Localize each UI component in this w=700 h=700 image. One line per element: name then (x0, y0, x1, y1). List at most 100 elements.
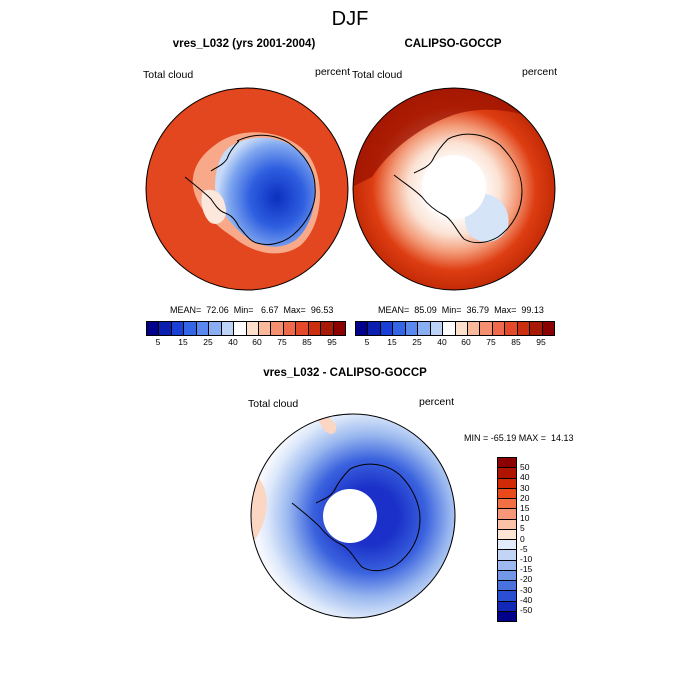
cbar1-tick: 25 (203, 337, 213, 347)
cbar2-swatch (380, 322, 394, 335)
panel1-map (145, 87, 349, 291)
panel1-left-label: Total cloud (143, 69, 194, 81)
colorbar-top-left-labels: 5 15 25 40 60 75 85 95 (146, 337, 344, 349)
cbar1-swatch (308, 322, 322, 335)
panel2-left-label: Total cloud (352, 69, 403, 81)
cbar1-swatch (333, 322, 345, 335)
cbar3-tick: 30 (520, 483, 530, 493)
cbar2-swatch (455, 322, 468, 335)
cbar1-swatch (196, 322, 210, 335)
cbar2-swatch (530, 322, 543, 335)
cbar1-swatch (283, 322, 297, 335)
cbar3-tick: -50 (520, 605, 533, 615)
cbar1-swatch (147, 322, 160, 335)
cbar2-swatch (405, 322, 419, 335)
cbar3-swatch (498, 560, 516, 571)
panel2-title: CALIPSO-GOCCP (404, 38, 502, 50)
cbar1-swatch (184, 322, 197, 335)
cbar3-swatch (498, 468, 516, 479)
cbar3-tick: -15 (520, 564, 533, 574)
cbar3-tick: -40 (520, 595, 533, 605)
cbar3-swatch (498, 570, 516, 581)
cbar3-swatch (498, 591, 516, 602)
cbar3-swatch (498, 581, 516, 592)
cbar3-tick: -5 (520, 544, 528, 554)
cbar1-swatch (209, 322, 222, 335)
panel2-map (352, 87, 556, 291)
cbar3-tick: -20 (520, 574, 533, 584)
cbar3-swatch (498, 519, 516, 530)
cbar2-tick: 95 (536, 337, 546, 347)
cbar3-tick: 15 (520, 503, 530, 513)
cbar1-swatch (258, 322, 272, 335)
cbar3-tick: 0 (520, 534, 525, 544)
cbar3-swatch (498, 499, 516, 510)
cbar3-swatch (498, 529, 516, 540)
panel1-coastline (184, 134, 316, 246)
cbar2-tick: 15 (387, 337, 397, 347)
cbar1-swatch (171, 322, 185, 335)
panel1-peninsula-white (201, 189, 227, 224)
cbar3-swatch (498, 488, 516, 499)
panel1-ice-cloud (215, 137, 315, 247)
cbar1-swatch (234, 322, 247, 335)
cbar1-swatch (246, 322, 259, 335)
panel3-stats: MIN = -65.19 MAX = 14.13 (464, 433, 574, 443)
panel1-stats: MEAN= 72.06 Min= 6.67 Max= 96.53 (170, 305, 334, 315)
cbar3-swatch (498, 478, 516, 489)
cbar3-tick: 20 (520, 493, 530, 503)
cbar3-swatch (498, 458, 516, 469)
panel3-coastline (291, 463, 421, 572)
colorbar-top-left (146, 321, 346, 336)
cbar2-swatch (430, 322, 444, 335)
cbar1-tick: 15 (178, 337, 188, 347)
cbar2-swatch (393, 322, 406, 335)
cbar1-tick: 60 (252, 337, 262, 347)
cbar2-swatch (505, 322, 518, 335)
cbar3-swatch (498, 540, 516, 551)
cbar1-tick: 95 (327, 337, 337, 347)
cbar2-swatch (356, 322, 369, 335)
panel2-stats: MEAN= 85.09 Min= 36.79 Max= 99.13 (378, 305, 544, 315)
cbar3-swatch (498, 550, 516, 561)
cbar2-tick: 40 (437, 337, 447, 347)
cbar2-swatch (467, 322, 481, 335)
panel1-title: vres_L032 (yrs 2001-2004) (172, 38, 316, 50)
cbar3-swatch (498, 509, 516, 520)
cbar1-swatch (271, 322, 284, 335)
panel2-coastline (393, 133, 523, 244)
panel2-dark-north (353, 88, 555, 187)
colorbar-diff-labels: 50 40 30 20 15 10 5 0 -5 -10 -15 -20 -30… (520, 457, 550, 620)
cbar2-swatch (418, 322, 431, 335)
cbar3-tick: -10 (520, 554, 533, 564)
colorbar-top-right-labels: 5 15 25 40 60 75 85 95 (355, 337, 553, 349)
cbar2-swatch (368, 322, 381, 335)
colorbar-diff (497, 457, 517, 622)
panel2-right-label: percent (522, 66, 558, 78)
cbar2-swatch (480, 322, 493, 335)
cbar3-tick: 5 (520, 523, 525, 533)
panel1-right-label: percent (315, 66, 351, 78)
cbar2-swatch (517, 322, 531, 335)
cbar2-swatch (443, 322, 456, 335)
cbar3-tick: 40 (520, 472, 530, 482)
cbar3-swatch (498, 611, 516, 621)
cbar3-tick: -30 (520, 585, 533, 595)
cbar1-tick: 40 (228, 337, 238, 347)
cbar1-swatch (159, 322, 172, 335)
cbar2-tick: 75 (486, 337, 496, 347)
cbar1-swatch (296, 322, 309, 335)
cbar3-tick: 50 (520, 462, 530, 472)
cbar3-tick: 10 (520, 513, 530, 523)
panel2-polar-hole (422, 155, 486, 219)
cbar2-swatch (542, 322, 554, 335)
cbar2-tick: 25 (412, 337, 422, 347)
cbar1-swatch (321, 322, 334, 335)
panel3-title: vres_L032 - CALIPSO-GOCCP (263, 367, 427, 379)
cbar1-swatch (221, 322, 235, 335)
cbar3-swatch (498, 601, 516, 612)
cbar1-tick: 5 (155, 337, 161, 347)
cbar2-tick: 5 (364, 337, 370, 347)
panel3-right-label: percent (419, 396, 455, 408)
cbar2-swatch (492, 322, 506, 335)
